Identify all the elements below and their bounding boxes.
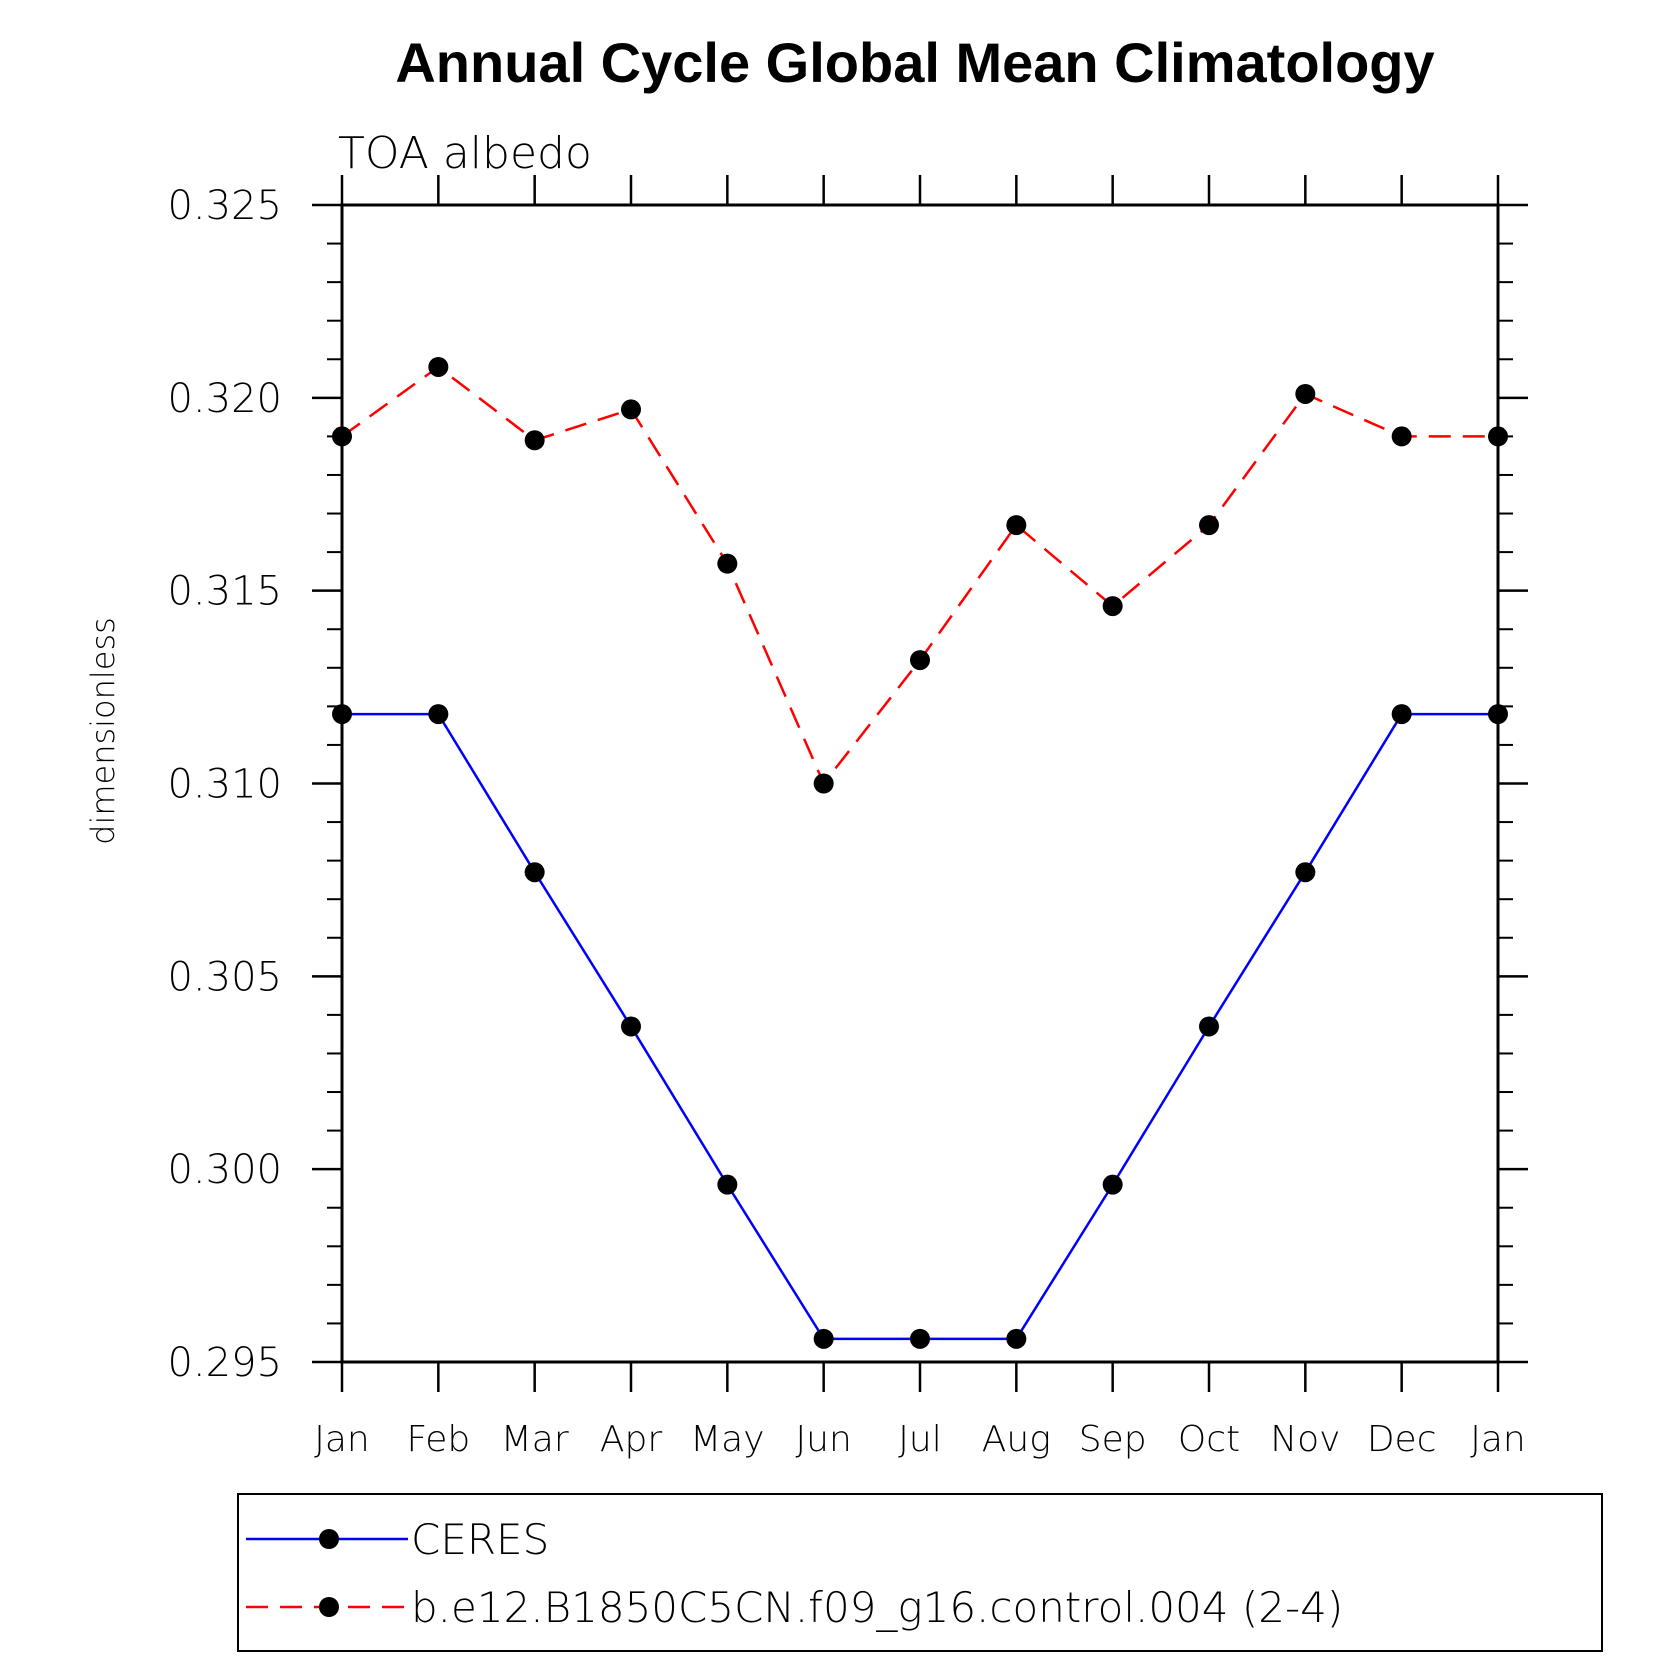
data-point	[524, 862, 545, 883]
data-point	[910, 650, 930, 671]
data-point	[1295, 383, 1316, 404]
data-point	[1199, 1016, 1219, 1037]
x-tick-label: Jan	[314, 1419, 370, 1460]
data-point	[621, 1016, 641, 1037]
data-point	[717, 1174, 738, 1195]
y-tick-label: 0.295	[167, 1340, 282, 1386]
x-tick-label: Jul	[898, 1419, 941, 1460]
legend-label-ceres: CERES	[411, 1515, 549, 1564]
x-tick-label: Apr	[600, 1419, 662, 1460]
data-point	[1391, 426, 1412, 447]
data-point	[813, 1328, 834, 1349]
x-tick-label: Nov	[1270, 1419, 1340, 1460]
legend-label-model: b.e12.B1850C5CN.f09_g16.control.004 (2-4…	[411, 1583, 1343, 1632]
y-tick-label: 0.310	[167, 762, 282, 808]
plot-frame	[340, 203, 1500, 1364]
axis-ticks	[312, 175, 1528, 1392]
data-point	[813, 773, 834, 794]
data-point	[1006, 1328, 1027, 1349]
data-point	[1102, 596, 1123, 617]
data-point	[621, 399, 641, 420]
series-lines	[341, 365, 1498, 1341]
x-tick-label: Jun	[796, 1419, 852, 1460]
data-point	[1006, 515, 1027, 536]
data-point	[910, 1328, 930, 1349]
y-tick-label: 0.300	[167, 1147, 282, 1193]
y-tick-label: 0.305	[167, 954, 282, 1000]
data-point	[1199, 515, 1219, 536]
data-point	[1391, 704, 1412, 725]
y-tick-label: 0.325	[167, 183, 282, 229]
legend-marker-model	[319, 1597, 339, 1617]
x-tick-label: Sep	[1079, 1419, 1147, 1460]
series-line-1	[341, 365, 1498, 786]
x-tick-label: Dec	[1367, 1419, 1437, 1460]
chart-subtitle: TOA albedo	[338, 128, 592, 179]
data-point	[428, 356, 449, 377]
data-point	[428, 704, 449, 725]
data-point	[524, 430, 545, 451]
x-tick-label: Aug	[982, 1419, 1051, 1460]
legend-box	[237, 1493, 1603, 1652]
legend-marker-ceres	[319, 1529, 339, 1549]
y-axis-label: dimensionless	[84, 617, 122, 845]
x-tick-label: Jan	[1470, 1419, 1526, 1460]
legend: CERES b.e12.B1850C5CN.f09_g16.control.00…	[237, 1493, 1603, 1652]
series-markers	[332, 356, 1508, 1349]
x-tick-label: Feb	[406, 1419, 470, 1460]
x-tick-label: Oct	[1178, 1419, 1240, 1460]
tick-labels: Jan Feb Mar Apr May Jun Jul Aug Sep Oct Nov Dec Jan 0…	[167, 183, 1525, 1460]
x-tick-label: May	[690, 1419, 764, 1460]
series-line-0	[342, 712, 1498, 1341]
y-tick-label: 0.320	[167, 376, 282, 422]
x-tick-label: Mar	[501, 1419, 569, 1460]
data-point	[1295, 862, 1316, 883]
data-point	[717, 553, 738, 574]
data-point	[1102, 1174, 1123, 1195]
y-tick-label: 0.315	[167, 569, 282, 615]
chart-title: Annual Cycle Global Mean Climatology	[395, 31, 1434, 94]
